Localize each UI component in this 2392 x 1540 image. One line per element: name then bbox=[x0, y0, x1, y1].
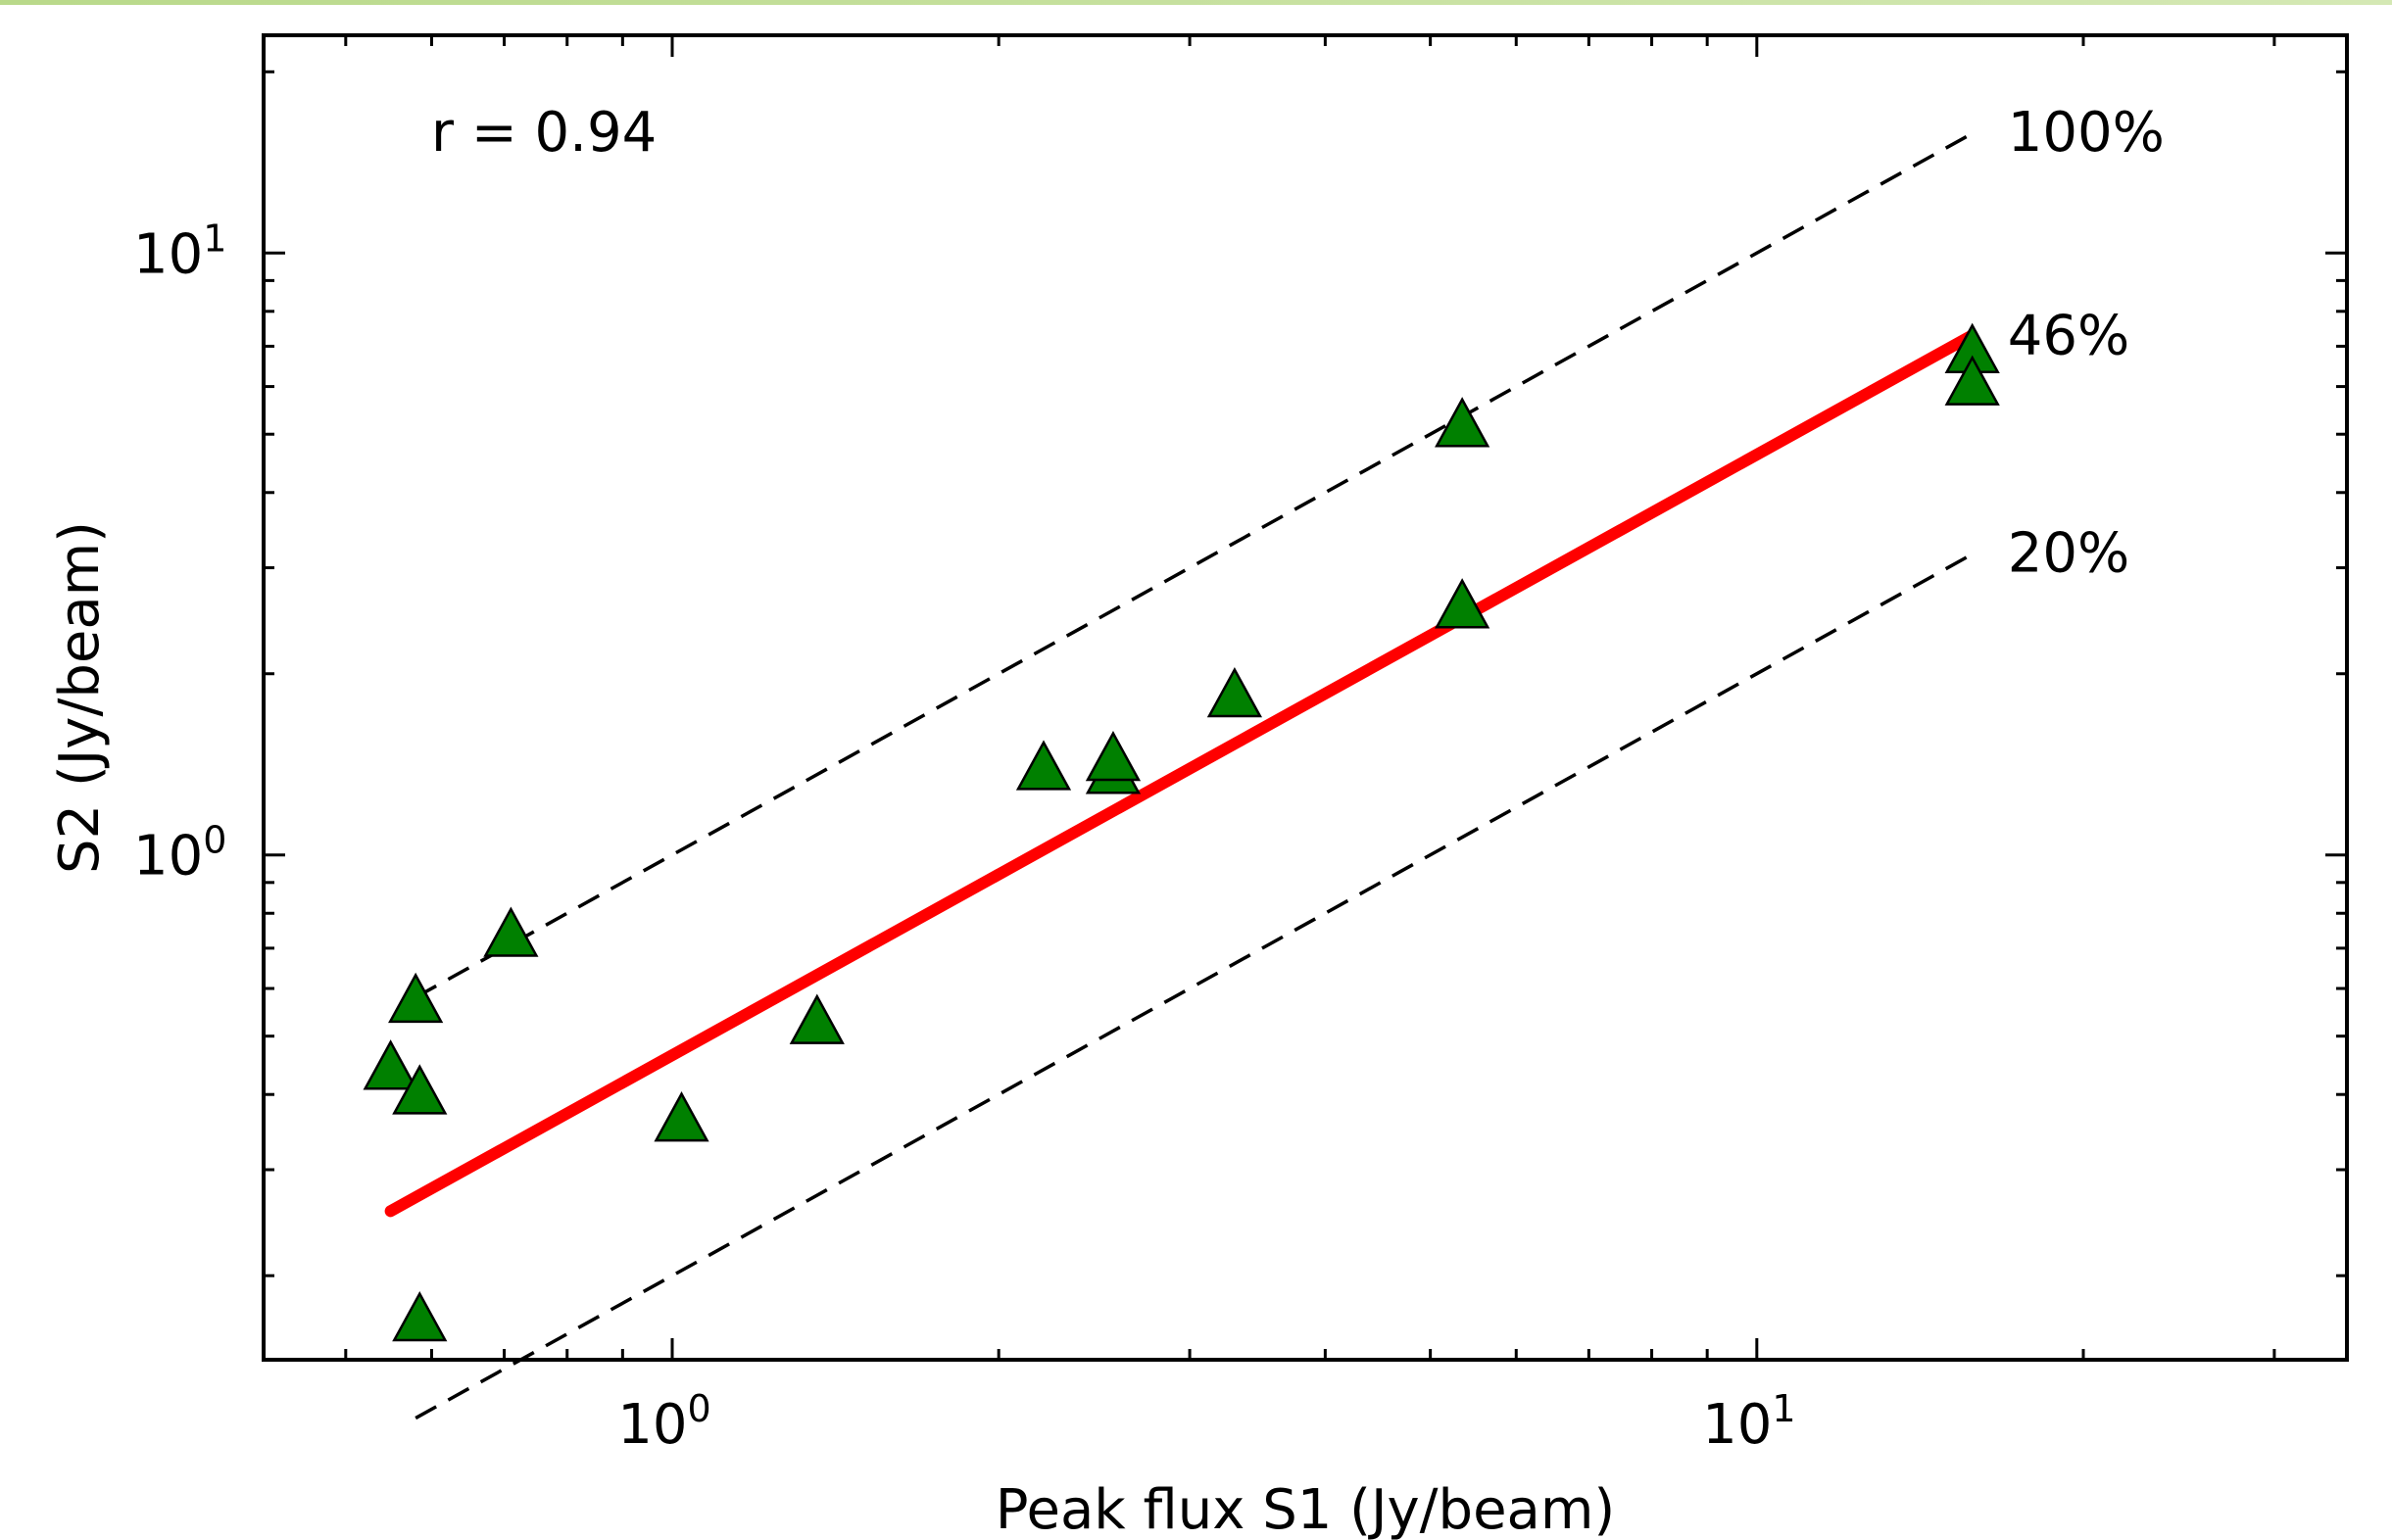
data-point-1 bbox=[363, 1039, 418, 1090]
y-axis-label: S2 (Jy/beam) bbox=[48, 521, 112, 874]
plot-frame bbox=[262, 33, 2349, 1362]
reference-line-label-1: 100% bbox=[2008, 101, 2165, 165]
data-point-7 bbox=[789, 993, 845, 1044]
fit-line bbox=[384, 329, 1978, 1218]
x-tick-label-2: 101 bbox=[1702, 1387, 1795, 1457]
data-points bbox=[363, 322, 2000, 1342]
data-point-11 bbox=[1206, 666, 1263, 718]
correlation-label: r = 0.94 bbox=[431, 101, 657, 165]
x-tick-label-1: 100 bbox=[617, 1387, 710, 1457]
x-axis-label: Peak flux S1 (Jy/beam) bbox=[996, 1478, 1616, 1540]
data-point-5 bbox=[483, 906, 539, 957]
data-point-4 bbox=[392, 1290, 448, 1342]
axis-ticks bbox=[264, 35, 2347, 1360]
top-decorative-bar bbox=[0, 0, 2392, 5]
data-point-15 bbox=[1944, 355, 2000, 406]
data-point-13 bbox=[1435, 397, 1490, 448]
y-tick-label-2: 101 bbox=[133, 217, 226, 286]
reference-line-label-2: 46% bbox=[2008, 304, 2129, 367]
data-point-3 bbox=[392, 1064, 448, 1115]
data-point-2 bbox=[388, 972, 444, 1024]
data-point-10 bbox=[1085, 730, 1142, 782]
data-point-8 bbox=[1015, 740, 1072, 791]
y-tick-label-1: 100 bbox=[133, 819, 226, 889]
reference-line-label-3: 20% bbox=[2008, 522, 2129, 586]
data-point-12 bbox=[1435, 578, 1490, 629]
fit-line-group bbox=[384, 329, 1978, 1218]
data-point-6 bbox=[654, 1091, 709, 1142]
tick-labels: 100 101 100 101 bbox=[133, 217, 1796, 1457]
reference-line-labels: 100% 46% 20% bbox=[2008, 101, 2165, 585]
